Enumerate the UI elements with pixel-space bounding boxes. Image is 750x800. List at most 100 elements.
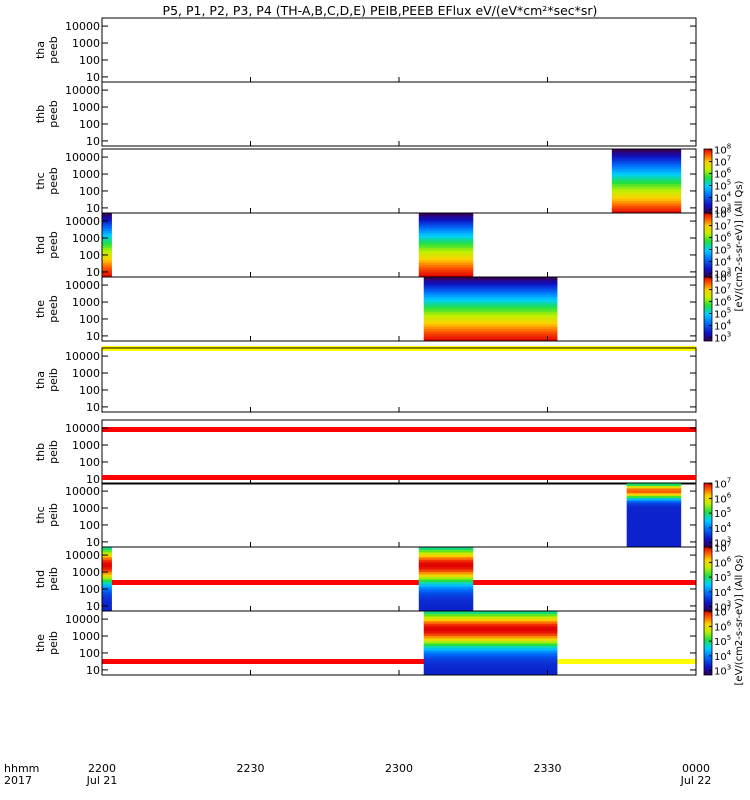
x-tick-sublabel: Jul 22 (680, 774, 712, 787)
data-block-the-peeb-0 (423, 277, 558, 342)
energy-bin (102, 269, 112, 273)
energy-bin (626, 524, 682, 528)
energy-bin (418, 564, 474, 568)
energy-bin (418, 220, 474, 224)
y-tick-label: 1000 (72, 367, 100, 380)
y-tick-label: 1000 (72, 296, 100, 309)
energy-bin (102, 581, 112, 585)
panel-frame (101, 148, 697, 214)
energy-bin (418, 274, 474, 278)
energy-bin (102, 213, 112, 216)
energy-bin (611, 168, 682, 172)
colorbar-tick-label: 104 (714, 521, 732, 535)
y-tick-label: 1000 (72, 37, 100, 50)
energy-bin (418, 556, 474, 560)
data-block-thc-peeb-0 (611, 149, 682, 214)
panel-label-probe: thc (34, 506, 47, 523)
energy-bin (418, 252, 474, 256)
energy-bin (418, 267, 474, 271)
energy-bin (102, 249, 112, 253)
colorbar-gradient (703, 148, 713, 214)
panel-frame (101, 347, 697, 413)
energy-bin (418, 571, 474, 575)
energy-bin (423, 336, 558, 340)
colorbar-tick-label: 104 (714, 585, 732, 599)
energy-bin (102, 237, 112, 241)
energy-bin (102, 230, 112, 234)
energy-bin (418, 551, 474, 555)
energy-bin (102, 603, 112, 607)
energy-bin (102, 579, 112, 582)
energy-bin (611, 198, 682, 202)
energy-bin (626, 522, 682, 526)
energy-bin (423, 615, 558, 619)
energy-bin (423, 667, 558, 671)
energy-bin (611, 208, 682, 212)
colorbar-tick-label: 107 (714, 605, 731, 619)
energy-bin (423, 326, 558, 330)
energy-bin (626, 542, 682, 546)
energy-bin (418, 249, 474, 253)
energy-bin (423, 294, 558, 298)
energy-bin (423, 640, 558, 644)
colorbar-tick-label: 105 (714, 634, 731, 648)
y-tick-label: 100 (79, 647, 100, 660)
x-axis-label-hhmm: hhmm (4, 762, 39, 775)
energy-bin (423, 665, 558, 669)
energy-bin (418, 227, 474, 231)
energy-bin (102, 222, 112, 226)
energy-bin (423, 333, 558, 337)
energy-bin (423, 620, 558, 624)
colorbar-tick-label: 106 (714, 619, 732, 633)
energy-bin (423, 331, 558, 335)
panel-label-product: peeb (47, 100, 60, 128)
panel-label-probe: thd (34, 236, 47, 254)
y-tick-label: 100 (79, 118, 100, 131)
y-tick-label: 10000 (65, 485, 100, 498)
energy-bin (423, 652, 558, 656)
energy-bin (423, 657, 558, 661)
data-block-thd-peib-0 (102, 547, 112, 612)
colorbar-tick-label: 107 (714, 477, 731, 491)
panel-label-probe: thb (34, 443, 47, 461)
energy-bin (418, 583, 474, 587)
mode-bar-the-peib-0 (102, 659, 553, 664)
panel-label-probe: the (34, 634, 47, 652)
energy-bin (423, 304, 558, 308)
energy-bin (423, 328, 558, 332)
y-tick-label: 1000 (72, 566, 100, 579)
y-tick-label: 10000 (65, 151, 100, 164)
y-tick-label: 1000 (72, 439, 100, 452)
panel-label-product: peib (47, 567, 60, 591)
energy-bin (102, 227, 112, 231)
energy-bin (102, 551, 112, 555)
colorbar-tick-label: 107 (714, 541, 731, 555)
energy-bin (423, 660, 558, 664)
energy-bin (611, 163, 682, 167)
energy-bin (423, 643, 558, 646)
x-tick-label: 2230 (237, 762, 265, 775)
panel-label-product: peeb (47, 167, 60, 195)
energy-bin (102, 588, 112, 592)
panel-tha-peeb: 10 100 1000 10000 tha peeb (34, 17, 697, 84)
energy-bin (611, 185, 682, 189)
energy-bin (418, 254, 474, 258)
panel-label-product: peib (47, 631, 60, 655)
x-tick-label: 2300 (385, 762, 413, 775)
energy-bin (423, 281, 558, 285)
energy-bin (102, 245, 112, 248)
colorbar-tick-label: 105 (714, 506, 731, 520)
energy-bin (418, 230, 474, 234)
energy-bin (418, 598, 474, 602)
y-tick-label: 10000 (65, 350, 100, 363)
y-tick-label: 10 (86, 330, 100, 343)
panel-label-probe: thc (34, 172, 47, 189)
energy-bin (102, 215, 112, 219)
energy-bin (418, 581, 474, 585)
colorbar-gradient (703, 546, 713, 612)
panel-label-probe: thd (34, 570, 47, 588)
energy-bin (418, 606, 474, 610)
